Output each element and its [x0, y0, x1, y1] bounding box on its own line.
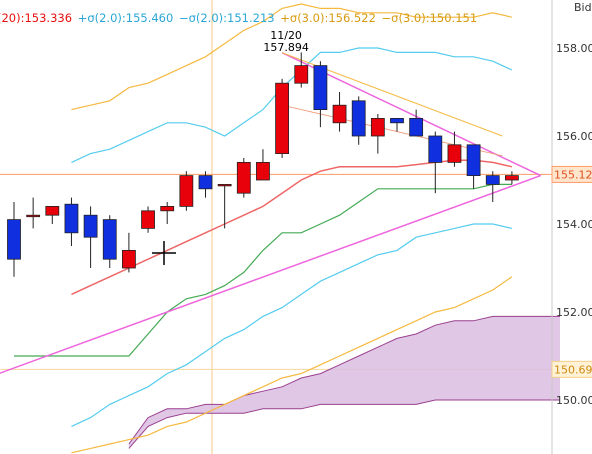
candle-body: [351, 100, 366, 137]
candle-body: [485, 175, 500, 185]
candle-body: [332, 104, 347, 124]
candle-4[interactable]: [83, 206, 98, 268]
candle-25[interactable]: [485, 171, 500, 202]
svg-text:(20):153.336 +σ(2.0):1: (20):153.336 +σ(2.0):155.460 −σ(2.0):151…: [0, 11, 477, 25]
candle-22[interactable]: [428, 131, 443, 194]
series-line-ma: [71, 159, 513, 296]
y-tick-label: 152.000: [556, 306, 592, 319]
candle-9[interactable]: [179, 171, 194, 211]
candle-body: [64, 203, 79, 234]
candle-body: [409, 118, 424, 137]
candle-body: [141, 210, 155, 229]
level-box: [551, 360, 592, 378]
candle-16[interactable]: [313, 61, 328, 128]
candle-2[interactable]: [45, 205, 60, 224]
candle-body: [256, 161, 270, 181]
crosshair-cursor: [152, 241, 176, 265]
candle-body: [428, 135, 443, 163]
candle-26[interactable]: [504, 171, 519, 185]
candle-body: [390, 118, 404, 124]
candle-21[interactable]: [409, 109, 424, 137]
trendline-4: [281, 104, 503, 157]
candle-body: [504, 175, 519, 181]
candle-11[interactable]: [217, 183, 232, 229]
candle-body: [217, 183, 232, 187]
candle-19[interactable]: [370, 114, 385, 154]
peak-value-label: 157.894: [263, 41, 309, 54]
candle-17[interactable]: [332, 92, 347, 132]
candle-15[interactable]: [294, 52, 309, 88]
legend-sigma2-lower-label: −σ(2.0):151.213: [179, 11, 275, 25]
header-legend: (20):153.336 +σ(2.0):155.460 −σ(2.0):151…: [0, 1, 592, 25]
trendline-2: [0, 174, 541, 374]
candle-body: [275, 82, 290, 154]
series-line-sigma3_lower: [71, 276, 513, 454]
candle-13[interactable]: [256, 149, 270, 181]
candle-20[interactable]: [390, 118, 404, 132]
candle-body: [179, 175, 194, 207]
legend-sigma2-upper-label: +σ(2.0):155.460: [78, 11, 174, 25]
candle-7[interactable]: [141, 206, 155, 233]
level-label: 150.697: [554, 363, 592, 376]
candle-body: [313, 65, 328, 110]
cloud-lower-edge: [128, 399, 560, 449]
bid-label: Bid: [574, 1, 592, 14]
annotation-layer: 11/20 157.894: [263, 29, 309, 54]
ichimoku-cloud: [128, 316, 560, 449]
candles-layer: [7, 52, 519, 277]
candle-5[interactable]: [102, 215, 117, 268]
candle-23[interactable]: [447, 131, 462, 167]
candle-24[interactable]: [466, 144, 481, 189]
y-tick-label: 154.000: [556, 218, 592, 231]
candle-body: [370, 118, 385, 137]
candle-body: [83, 214, 98, 238]
candle-body: [45, 205, 60, 216]
candle-body: [198, 175, 213, 190]
legend-sigma3-upper-label: +σ(3.0):156.522: [280, 11, 376, 25]
candle-10[interactable]: [198, 171, 213, 198]
series-line-green: [14, 183, 512, 357]
series-line-sigma2_lower: [71, 223, 513, 427]
series-line-sigma2_upper: [71, 47, 513, 163]
peak-date-label: 11/20: [270, 29, 302, 42]
candle-0[interactable]: [7, 202, 21, 277]
legend-ma-label: (20):153.336: [0, 11, 72, 25]
candle-body: [122, 249, 136, 269]
candle-18[interactable]: [351, 96, 366, 145]
candle-12[interactable]: [236, 158, 251, 198]
candle-body: [102, 219, 117, 260]
candle-body: [294, 65, 309, 84]
current-price-label: 155.127: [554, 168, 592, 181]
candle-8[interactable]: [160, 202, 175, 224]
candle-body: [447, 144, 462, 163]
current-price-box: [551, 165, 592, 183]
candle-body: [236, 161, 251, 194]
candle-3[interactable]: [64, 197, 79, 246]
candle-14[interactable]: [275, 78, 290, 158]
cloud-layer: [128, 315, 560, 449]
candle-6[interactable]: [122, 232, 136, 273]
candle-body: [7, 219, 21, 260]
candle-1[interactable]: [26, 197, 41, 229]
y-tick-label: 150.000: [556, 394, 592, 407]
candle-body: [26, 214, 41, 218]
legend-sigma3-lower-label: −σ(3.0):150.151: [382, 11, 478, 25]
cloud-upper-edge: [128, 315, 560, 445]
candle-body: [160, 205, 175, 212]
y-tick-label: 158.000: [556, 42, 592, 55]
y-tick-label: 156.000: [556, 130, 592, 143]
y-axis-layer: 158.000 156.000 154.000 152.000 150.000 155.1…: [551, 0, 592, 454]
candle-body: [466, 144, 481, 177]
series-line-sigma3_upper: [71, 3, 513, 111]
